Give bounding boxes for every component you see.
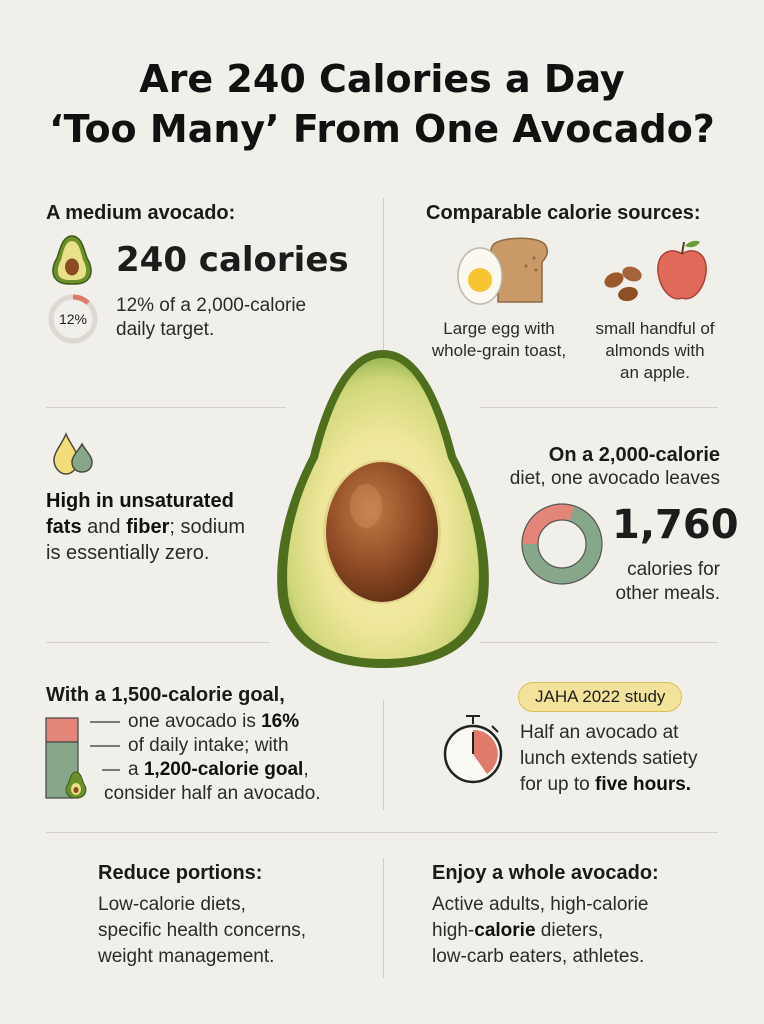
whole-list: Active adults, high-calorie high-calorie… bbox=[432, 894, 649, 967]
comparable-heading: Comparable calorie sources: bbox=[426, 202, 701, 224]
remaining-donut-chart bbox=[521, 503, 603, 585]
divider-h bbox=[46, 832, 718, 833]
percent-ring-label: 12% bbox=[59, 311, 87, 327]
divider-h bbox=[480, 642, 718, 643]
intake-bar-icon bbox=[45, 717, 120, 799]
remaining-calories-value: 1,760 bbox=[612, 502, 739, 548]
whole-heading: Enjoy a whole avocado: bbox=[432, 862, 659, 884]
divider-v bbox=[383, 858, 384, 978]
goal-heading: With a 1,500-calorie goal, bbox=[46, 684, 285, 706]
medium-avocado-desc: 12% of a 2,000-calorie daily target. bbox=[116, 295, 307, 340]
fats-text: High in unsaturated fats and fiber; sodi… bbox=[46, 490, 245, 564]
calories-value: 240 calories bbox=[116, 240, 349, 280]
divider-h bbox=[46, 642, 270, 643]
reduce-heading: Reduce portions: bbox=[98, 862, 263, 884]
goal-text: one avocado is 16% of daily intake; with… bbox=[104, 711, 321, 804]
timer-icon bbox=[443, 715, 503, 784]
divider-h bbox=[480, 407, 718, 408]
egg-toast-caption: Large egg with whole-grain toast, bbox=[431, 319, 567, 360]
droplets-icon bbox=[53, 431, 93, 475]
almonds-apple-caption: small handful of almonds with an apple. bbox=[595, 319, 715, 382]
egg-toast-icon bbox=[457, 237, 549, 305]
remaining-caption: calories for other meals. bbox=[615, 559, 720, 604]
remaining-text: On a 2,000-calorie diet, one avocado lea… bbox=[509, 444, 720, 489]
study-text: Half an avocado at lunch extends satiety… bbox=[520, 722, 698, 795]
reduce-list: Low-calorie diets, specific health conce… bbox=[98, 894, 307, 967]
avocado-half-illustration bbox=[277, 350, 489, 668]
title-line-2: ‘Too Many’ From One Avocado? bbox=[49, 107, 715, 151]
avocado-icon bbox=[52, 235, 92, 285]
divider-h bbox=[46, 407, 286, 408]
medium-avocado-heading: A medium avocado: bbox=[46, 202, 236, 224]
title-line-1: Are 240 Calories a Day bbox=[139, 57, 625, 101]
study-badge: JAHA 2022 study bbox=[518, 682, 683, 712]
percent-ring: 12% bbox=[48, 294, 98, 344]
almonds-apple-icon bbox=[604, 240, 707, 302]
page-title: Are 240 Calories a Day ‘Too Many’ From O… bbox=[0, 54, 764, 154]
divider-v bbox=[383, 198, 384, 358]
divider-v bbox=[383, 700, 384, 810]
